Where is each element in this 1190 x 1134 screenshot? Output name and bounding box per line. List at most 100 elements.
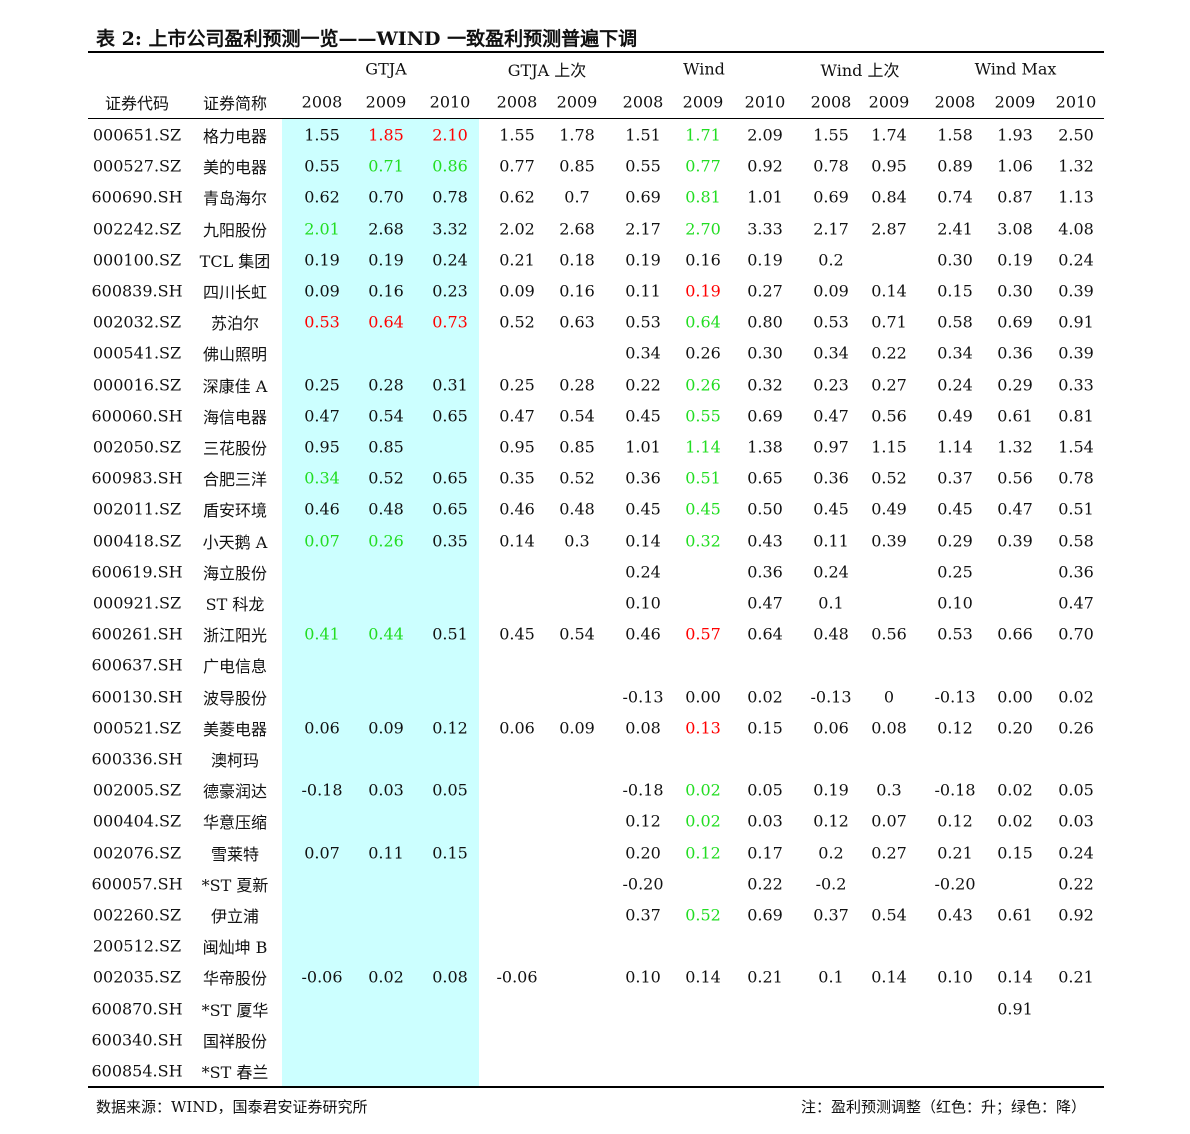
stock-name: 深康佳 A [202, 376, 268, 396]
eps-value: 0.66 [997, 624, 1033, 644]
eps-value: 0.39 [1058, 343, 1094, 363]
eps-value: 0.25 [304, 375, 340, 395]
stock-name: *ST 春兰 [201, 1063, 269, 1082]
eps-value: 0.30 [937, 250, 973, 270]
eps-value: 1.74 [871, 125, 907, 145]
eps-value: 0.27 [871, 375, 907, 395]
year-header: 2010 [744, 92, 786, 112]
eps-value: 0.02 [1058, 687, 1094, 707]
eps-value: 0.95 [499, 437, 535, 457]
stock-name: 合肥三洋 [202, 470, 268, 490]
eps-value: 0.48 [813, 624, 849, 644]
stock-code: 002076.SZ [92, 843, 182, 863]
stock-name: 浙江阳光 [202, 626, 268, 646]
eps-value: 0.47 [1058, 593, 1094, 613]
table-title: 表 2: 上市公司盈利预测一览——WIND 一致盈利预测普遍下调 [96, 28, 638, 50]
eps-value: 0.70 [368, 187, 404, 207]
eps-value: 0.52 [559, 468, 595, 488]
eps-value: 0.07 [304, 843, 340, 863]
eps-value: 0.46 [625, 624, 661, 644]
eps-value: 2.50 [1058, 125, 1094, 145]
eps-value: 0.47 [813, 406, 849, 426]
eps-value: 0.64 [747, 624, 783, 644]
stock-name: 海立股份 [202, 563, 268, 583]
eps-value: 0.15 [432, 843, 468, 863]
stock-name: 九阳股份 [202, 220, 268, 240]
eps-value: 0.19 [747, 250, 783, 270]
eps-value: 0.54 [559, 406, 595, 426]
stock-code: 002035.SZ [92, 967, 182, 987]
eps-value: 0.20 [997, 718, 1033, 738]
eps-value: 0.06 [304, 718, 340, 738]
eps-value: 0.16 [559, 281, 595, 301]
eps-value: 0.65 [432, 499, 468, 519]
eps-value: 0.27 [747, 281, 783, 301]
eps-value: 0.85 [559, 156, 595, 176]
eps-value: 0.53 [304, 312, 340, 332]
eps-value: 0.19 [997, 250, 1033, 270]
eps-value: 0.30 [747, 343, 783, 363]
eps-value: 2.01 [304, 219, 340, 239]
eps-value: 0.32 [747, 375, 783, 395]
eps-value: 0.35 [499, 468, 535, 488]
eps-value: 0.19 [685, 281, 721, 301]
eps-value: 0.14 [871, 967, 907, 987]
eps-value: 0.21 [747, 967, 783, 987]
eps-value: 0.37 [813, 905, 849, 925]
eps-value: 0.54 [871, 905, 907, 925]
stock-code: 000521.SZ [92, 718, 182, 738]
eps-value: 0.06 [499, 718, 535, 738]
stock-name: 波导股份 [202, 688, 268, 708]
source-note: 数据来源：WIND，国泰君安证券研究所 [96, 1098, 368, 1116]
eps-value: 0.24 [432, 250, 468, 270]
eps-value: 0.00 [685, 687, 721, 707]
eps-value: 0.02 [997, 780, 1033, 800]
eps-value: 0.58 [937, 312, 973, 332]
eps-value: 0.35 [432, 531, 468, 551]
eps-value: 0.37 [625, 905, 661, 925]
eps-value: 0.11 [625, 281, 661, 301]
eps-value: 0.22 [871, 343, 907, 363]
eps-value: 0.58 [1058, 531, 1094, 551]
eps-value: 1.78 [559, 125, 595, 145]
stock-name: 华意压缩 [202, 813, 268, 833]
eps-value: 0.27 [871, 843, 907, 863]
eps-value: 0.86 [432, 156, 468, 176]
eps-value: 0.26 [368, 531, 404, 551]
eps-value: 1.06 [997, 156, 1033, 176]
year-header: 2009 [868, 92, 910, 112]
eps-value: 0.45 [813, 499, 849, 519]
eps-value: 0.77 [499, 156, 535, 176]
eps-value: 0.28 [368, 375, 404, 395]
year-header: 2009 [994, 92, 1036, 112]
eps-value: 0.20 [625, 843, 661, 863]
eps-value: 0.57 [685, 624, 721, 644]
eps-value: 1.71 [685, 125, 721, 145]
eps-value: 0 [883, 687, 895, 707]
eps-value: 2.41 [937, 219, 973, 239]
eps-value: 0.08 [432, 967, 468, 987]
eps-value: 0.08 [625, 718, 661, 738]
eps-value: 0.85 [559, 437, 595, 457]
color-note: 注：盈利预测调整（红色：升；绿色：降） [800, 1098, 1086, 1116]
eps-value: 0.18 [559, 250, 595, 270]
eps-value: 0.34 [304, 468, 340, 488]
eps-value: 0.2 [818, 250, 844, 270]
eps-value: 0.02 [685, 811, 721, 831]
eps-value: 1.58 [937, 125, 973, 145]
stock-name: 小天鹅 A [202, 532, 268, 552]
eps-value: 0.36 [625, 468, 661, 488]
eps-value: 0.52 [499, 312, 535, 332]
eps-value: 4.08 [1058, 219, 1094, 239]
eps-value: 0.24 [1058, 843, 1094, 863]
eps-value: 3.33 [747, 219, 783, 239]
eps-value: 0.81 [685, 187, 721, 207]
eps-value: 0.47 [499, 406, 535, 426]
eps-value: 0.55 [304, 156, 340, 176]
eps-value: 0.45 [625, 406, 661, 426]
eps-value: 0.26 [685, 375, 721, 395]
eps-value: 2.09 [747, 125, 783, 145]
eps-value: 0.24 [625, 562, 661, 582]
eps-value: -0.06 [496, 967, 538, 987]
eps-value: 0.78 [1058, 468, 1094, 488]
